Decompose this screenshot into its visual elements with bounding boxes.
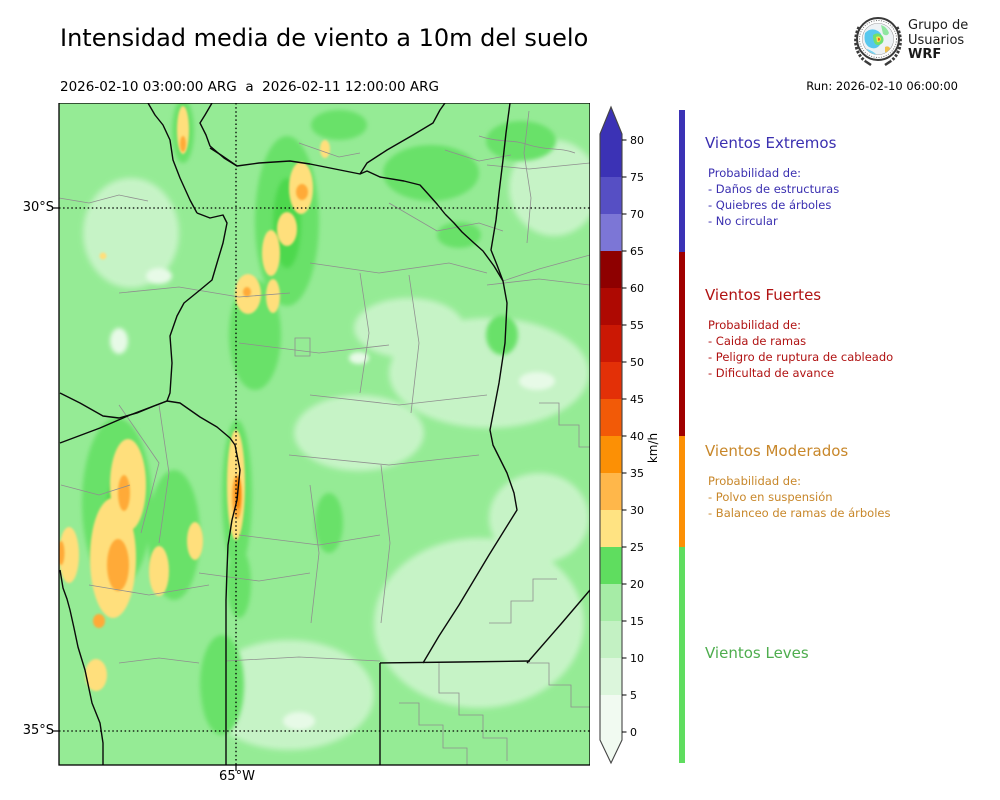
logo-text: Grupo de Usuarios WRF [908,18,969,63]
map-raster [59,103,590,765]
province-borders [59,103,590,765]
legend-vientos-moderados: Vientos Moderados Probabilidad de: - Pol… [705,442,985,521]
legend-item: - Daños de estructuras [708,182,840,196]
colorbar-tick-label: 5 [630,689,637,702]
logo-line1: Grupo de [908,18,969,33]
legend-heading: Vientos Extremos [705,134,837,152]
legend-heading: Vientos Moderados [705,442,849,460]
legend-vientos-leves: Vientos Leves [705,644,985,676]
legend-vientos-extremos: Vientos Extremos Probabilidad de: - Daño… [705,134,985,229]
colorbar-segment [600,177,622,214]
colorbar-segment [600,399,622,436]
legend-vientos-fuertes: Vientos Fuertes Probabilidad de: - Caida… [705,286,985,381]
lat-label-35s: 35°S [22,723,54,738]
legend-intro: Probabilidad de: [708,318,802,332]
colorbar-segment [600,695,622,732]
colorbar-segment [600,325,622,362]
category-bar-extremos [679,110,685,252]
colorbar-tick-label: 45 [630,393,644,406]
colorbar-segment [600,251,622,288]
colorbar-segment [600,621,622,658]
wind-speed-colorbar: 0 5 10 15 20 25 30 35 40 45 50 55 60 65 70 75 80 km/h [599,105,660,765]
colorbar-segment [600,473,622,510]
colorbar-tick-label: 40 [630,430,644,443]
lon-label-65w: 65°W [219,769,255,784]
map-frame [58,103,590,766]
colorbar-unit-label: km/h [646,433,660,463]
forecast-period: 2026-02-10 03:00:00 ARG a 2026-02-11 12:… [60,79,439,95]
legend-heading: Vientos Fuertes [705,286,822,304]
category-bar-leves [679,547,685,763]
wrf-users-group-logo-icon [854,17,902,67]
legend-item: - No circular [708,214,778,228]
colorbar-tick-label: 20 [630,578,644,591]
colorbar-tick-label: 75 [630,171,644,184]
colorbar-tick-label: 25 [630,541,644,554]
colorbar-tick-label: 15 [630,615,644,628]
category-bar-moderados [679,436,685,547]
legend-item: - Peligro de ruptura de cableado [708,350,894,364]
colorbar-tick-label: 65 [630,245,644,258]
colorbar-segment [600,362,622,399]
category-bar-fuertes [679,252,685,436]
legend-item: - Balanceo de ramas de árboles [708,506,891,520]
colorbar-tick-label: 70 [630,208,644,221]
colorbar-segment [600,288,622,325]
colorbar-segment [600,140,622,177]
colorbar-tick-label: 55 [630,319,644,332]
legend-heading: Vientos Leves [705,644,809,662]
logo-line3: WRF [908,47,942,62]
wind-intensity-map [53,103,590,771]
colorbar-tick-label: 35 [630,467,644,480]
model-run-timestamp: Run: 2026-02-10 06:00:00 [806,79,958,93]
colorbar-segment [600,658,622,695]
legend-item: - Quiebres de árboles [708,198,832,212]
colorbar-tick-label: 50 [630,356,644,369]
colorbar-segment [600,547,622,584]
page-title: Intensidad media de viento a 10m del sue… [60,24,589,52]
legend-item: - Dificultad de avance [708,366,835,380]
colorbar-segment [600,584,622,621]
legend-item: - Polvo en suspensión [708,490,833,504]
logo-line2: Usuarios [908,32,965,48]
colorbar-tick-label: 10 [630,652,644,665]
colorbar-segment [600,436,622,473]
legend-item: - Caida de ramas [708,334,807,348]
category-color-bar [679,110,685,763]
colorbar-tick-label: 0 [630,726,637,739]
colorbar-tick-label: 80 [630,134,644,147]
legend-intro: Probabilidad de: [708,474,802,488]
legend-intro: Probabilidad de: [708,166,802,180]
department-borders [59,110,590,765]
colorbar-tick-label: 60 [630,282,644,295]
colorbar-segment [600,214,622,251]
colorbar-segment [600,510,622,547]
lat-label-30s: 30°S [22,200,54,215]
axis-ticks [53,207,237,771]
colorbar-tick-label: 30 [630,504,644,517]
